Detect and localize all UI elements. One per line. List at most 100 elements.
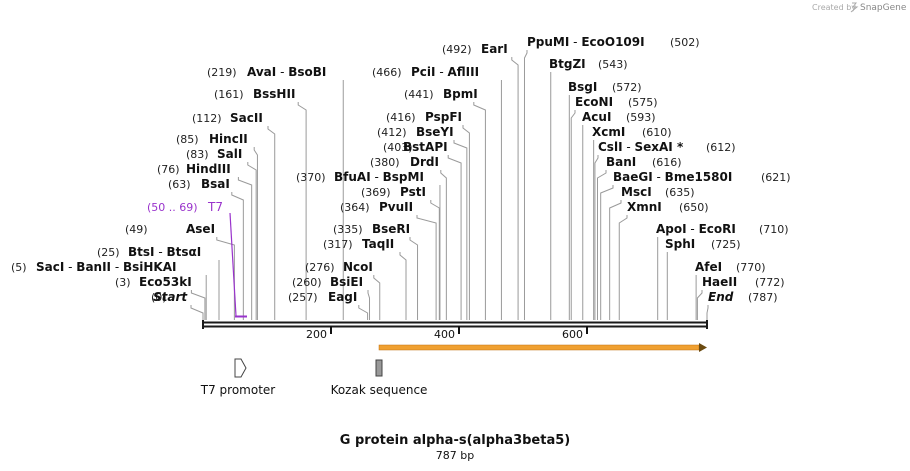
ruler-tick-label: 200 [306, 328, 327, 341]
site-label-hincii[interactable]: (85) HincII [176, 132, 248, 146]
site-position: (112) [192, 112, 222, 125]
site-label-eco53ki[interactable]: (3) Eco53kI [115, 275, 192, 289]
site-enzyme-names: AseI [186, 222, 215, 236]
site-label-bani[interactable]: (616) BanI [606, 155, 682, 169]
site-label-pvuii[interactable]: (364) PvuII [340, 200, 413, 214]
site-position: (593) [626, 111, 656, 124]
site-leader-line [373, 275, 381, 320]
site-label-psti[interactable]: (369) PstI [361, 185, 426, 199]
site-label-ncoi[interactable]: (276) NcoI [305, 260, 373, 274]
sequence-title: G protein alpha-s(alpha3beta5) [340, 433, 570, 448]
site-label-baegi[interactable]: (621) BaeGI - Bme1580I [613, 170, 791, 184]
site-leader-line [594, 155, 599, 320]
site-leader-line [358, 305, 369, 320]
site-label-sphi[interactable]: (725) SphI [665, 237, 741, 251]
site-label-saci[interactable]: (5) SacI - BanII - BsiHKAI [11, 260, 176, 274]
site-label-econi[interactable]: (575) EcoNI [575, 95, 658, 109]
site-enzyme-names: DrdI [410, 155, 439, 169]
orf-arrow[interactable] [378, 343, 707, 352]
site-enzyme-names: PspFI [425, 110, 462, 124]
site-position: (276) [305, 261, 335, 274]
site-enzyme-names: SphI [665, 237, 695, 251]
site-label-ppumi[interactable]: (502) PpuMI - EcoO109I [527, 35, 700, 49]
site-leader-line [190, 290, 206, 320]
site-label-bsai[interactable]: (63) BsaI [168, 177, 230, 191]
site-enzyme-names: BseYI [416, 125, 454, 139]
site-label-btsi[interactable]: (25) BtsI - BtsαI [97, 245, 201, 259]
site-enzyme-names: BsaI [201, 177, 230, 191]
feature-kozak-sequence[interactable]: Kozak sequence [331, 359, 428, 397]
site-enzyme-names: EcoNI [575, 95, 613, 109]
site-label-taqii[interactable]: (317) TaqII [323, 237, 394, 251]
site-position: (335) [333, 223, 363, 236]
site-label-bpmi[interactable]: (441) BpmI [404, 87, 478, 101]
site-position: (403) [383, 141, 413, 154]
site-leader-line [523, 50, 528, 320]
site-label-asei[interactable]: (49) AseI [125, 222, 215, 236]
site-enzyme-names: NcoI [343, 260, 373, 274]
site-position: (25) [97, 246, 120, 259]
site-label-haeii[interactable]: (772) HaeII [702, 275, 785, 289]
site-label-bseyi[interactable]: (412) BseYI [377, 125, 454, 139]
site-enzyme-names: TaqII [362, 237, 394, 251]
ruler-tick-600: 600 [562, 326, 588, 341]
site-label-end[interactable]: (787) End [708, 290, 778, 304]
site-position: (543) [598, 58, 628, 71]
site-position: (83) [186, 148, 209, 161]
site-label-bsiei[interactable]: (260) BsiEI [292, 275, 363, 289]
site-label-start[interactable]: (0)Start [151, 290, 188, 304]
site-label-msci[interactable]: (635) MscI [621, 185, 695, 199]
site-label-eari[interactable]: (492) EarI [442, 42, 508, 56]
site-enzyme-names: HindIII [186, 162, 231, 176]
site-leader-line [237, 177, 253, 320]
site-position: (502) [670, 36, 700, 49]
site-position: (575) [628, 96, 658, 109]
site-label-eagi[interactable]: (257) EagI [288, 290, 357, 304]
site-label-xmni[interactable]: (650) XmnI [627, 200, 709, 214]
site-leader-line [618, 215, 628, 320]
site-leader-line [596, 170, 607, 320]
site-label-avai[interactable]: (219) AvaI - BsoBI [207, 65, 326, 79]
site-label-drdi[interactable]: (380) DrdI [370, 155, 439, 169]
site-position: (492) [442, 43, 472, 56]
site-label-apoi[interactable]: (710) ApoI - EcoRI [656, 222, 789, 236]
site-leader-line [430, 200, 440, 320]
site-label-bseri[interactable]: (335) BseRI [333, 222, 410, 236]
site-leader-line [367, 290, 371, 320]
site-enzyme-names: BpmI [443, 87, 478, 101]
site-label-pspfi[interactable]: (416) PspFI [386, 110, 462, 124]
site-enzyme-names: AcuI [582, 110, 611, 124]
site-leader-line [399, 252, 407, 320]
site-label-hindiii[interactable]: (76) HindIII [157, 162, 231, 176]
site-enzyme-names: End [708, 290, 734, 304]
site-position: (787) [748, 291, 778, 304]
site-leader-line [706, 305, 709, 320]
site-label-afei[interactable]: (770) AfeI [695, 260, 766, 274]
ruler-tick-400: 400 [434, 326, 460, 341]
site-label-bstapi[interactable]: (403)BstAPI [383, 140, 448, 154]
site-label-pcii[interactable]: (466) PciI - AflIII [372, 65, 479, 79]
site-label-sali[interactable]: (83) SalI [186, 147, 242, 161]
site-position: (0) [151, 291, 167, 304]
site-label-bfuai[interactable]: (370) BfuAI - BspMI [296, 170, 424, 184]
site-label-xcmi[interactable]: (610) XcmI [592, 125, 672, 139]
site-enzyme-names: AvaI - BsoBI [247, 65, 326, 79]
site-label-bsshii[interactable]: (161) BssHII [214, 87, 295, 101]
kozak-box-icon [375, 359, 383, 377]
site-label-sacii[interactable]: (112) SacII [192, 111, 263, 125]
site-position: (710) [759, 223, 789, 236]
site-label-bsgi[interactable]: (572) BsgI [568, 80, 642, 94]
site-label-btgzi[interactable]: (543) BtgZI [549, 57, 628, 71]
feature-t7-promoter[interactable]: T7 promoter [200, 358, 276, 397]
site-label-csli[interactable]: (612) CslI - SexAI * [598, 140, 736, 154]
site-enzyme-names: BfuAI - BspMI [334, 170, 424, 184]
site-enzyme-names: BsgI [568, 80, 597, 94]
site-leader-line [696, 290, 703, 320]
site-leader-line [297, 102, 307, 320]
site-leader-line [231, 192, 244, 320]
primer-range: (50 .. 69) [147, 201, 198, 214]
site-label-acui[interactable]: (593) AcuI [582, 110, 656, 124]
promoter-arrow-icon [234, 358, 247, 378]
site-leader-line [253, 147, 258, 320]
primer-t7[interactable]: (50 .. 69) T7 [147, 200, 247, 318]
